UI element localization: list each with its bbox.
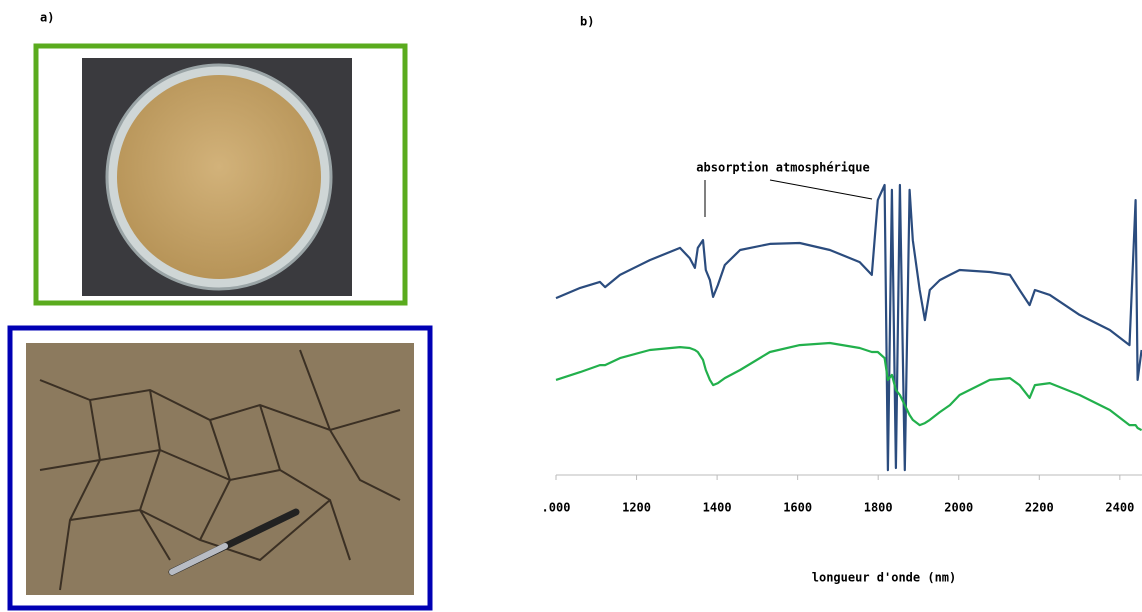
x-tick-label: .000 (542, 501, 571, 515)
x-tick-label: 1600 (783, 501, 812, 515)
x-tick-label: 1400 (703, 501, 732, 515)
x-tick-label: 1200 (622, 501, 651, 515)
soil-cracks (39, 349, 401, 591)
x-tick-label: 2000 (944, 501, 973, 515)
annotation: absorption atmosphérique (696, 161, 869, 175)
x-axis-label: longueur d'onde (nm) (812, 571, 957, 585)
x-tick-label: 2400 (1105, 501, 1134, 515)
pen-body (169, 543, 228, 575)
x-tick-label: 1800 (864, 501, 893, 515)
soil-powder (117, 75, 321, 279)
series-line (555, 341, 1142, 432)
plot: .000 1200 1400 1600 1800 2000 2200 2400 (542, 183, 1142, 515)
series-line (555, 183, 1142, 472)
x-tick-label: 2200 (1025, 501, 1054, 515)
photo-soil (26, 343, 414, 595)
panel-label: a) (40, 11, 54, 25)
leader-line (769, 179, 873, 200)
panel-label: b) (580, 15, 594, 29)
